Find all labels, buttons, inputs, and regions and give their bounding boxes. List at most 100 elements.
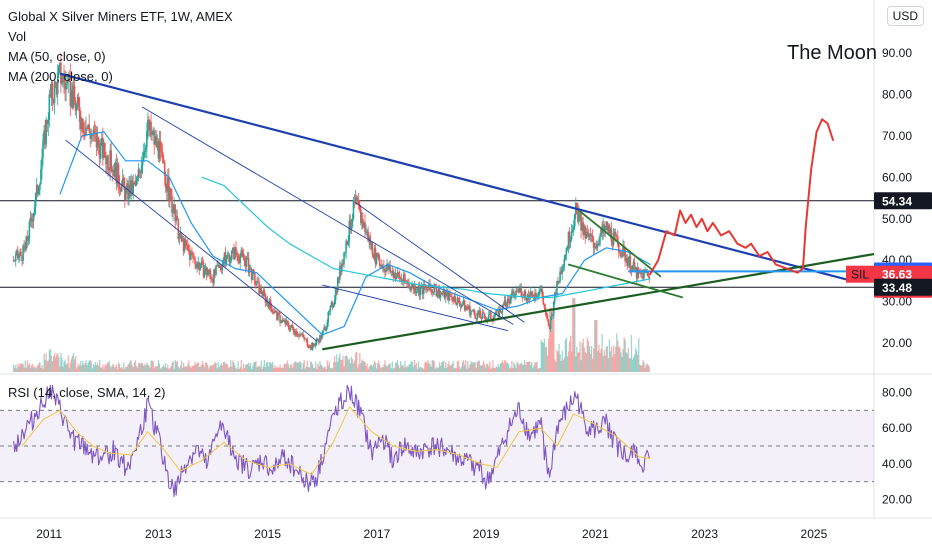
- volume-bar: [425, 361, 427, 372]
- volume-bar: [454, 367, 456, 372]
- volume-bar: [188, 360, 190, 372]
- projection-drawing: [649, 118, 834, 276]
- volume-bar: [106, 363, 108, 372]
- volume-bar: [364, 361, 366, 372]
- volume-bar: [40, 367, 42, 372]
- volume-bar: [210, 364, 212, 372]
- volume-bar: [636, 350, 638, 372]
- candle-body: [626, 258, 629, 266]
- volume-bar: [513, 362, 515, 372]
- indicator-vol[interactable]: Vol: [8, 29, 27, 44]
- candle-body: [624, 249, 626, 261]
- volume-bar: [526, 362, 529, 372]
- volume-bar: [440, 362, 443, 372]
- volume-bar: [84, 362, 86, 372]
- indicator-ma50[interactable]: MA (50, close, 0): [8, 49, 106, 64]
- volume-bar: [301, 368, 303, 372]
- candle-body: [455, 303, 458, 305]
- volume-bar: [499, 363, 501, 372]
- candle-body: [329, 305, 332, 312]
- volume-bar: [41, 364, 43, 372]
- volume-bar: [257, 366, 259, 372]
- candle-body: [30, 217, 33, 221]
- volume-bar: [524, 364, 527, 372]
- candle-body: [41, 157, 43, 170]
- volume-bar: [163, 364, 165, 372]
- volume-bar: [34, 365, 36, 372]
- volume-bar: [542, 342, 545, 372]
- volume-bar: [491, 367, 493, 372]
- candle-body: [216, 264, 218, 266]
- time-axis-tick-label: 2013: [145, 527, 172, 541]
- volume-bar: [640, 365, 642, 372]
- volume-bar: [423, 368, 425, 372]
- volume-bar: [120, 368, 122, 372]
- candle-body: [427, 289, 429, 291]
- volume-bar: [260, 360, 262, 372]
- volume-bar: [551, 308, 553, 372]
- candle-body: [410, 286, 412, 291]
- volume-bar: [156, 365, 159, 372]
- volume-bar: [515, 367, 517, 372]
- volume-bar: [466, 368, 468, 372]
- candle-body: [399, 278, 402, 279]
- volume-bar: [217, 361, 219, 372]
- volume-bar: [433, 361, 435, 372]
- volume-bar: [25, 367, 27, 372]
- volume-bar: [624, 339, 626, 372]
- candle-body: [587, 233, 590, 237]
- indicator-ma200[interactable]: MA (200, close, 0): [8, 69, 113, 84]
- volume-bar: [275, 367, 277, 372]
- candle-body: [227, 254, 230, 256]
- volume-bar: [534, 362, 536, 372]
- volume-bar: [351, 358, 354, 372]
- candle-body: [40, 169, 42, 185]
- volume-bar: [102, 364, 104, 372]
- candle-body: [104, 142, 106, 157]
- time-axis-tick-label: 2015: [254, 527, 281, 541]
- volume-bar: [23, 367, 25, 372]
- candle-body: [589, 234, 592, 237]
- candle-body: [480, 316, 483, 319]
- candle-body: [78, 107, 81, 122]
- volume-bar: [392, 368, 395, 372]
- volume-bar: [424, 362, 426, 372]
- candle-body: [576, 203, 578, 209]
- volume-bar: [244, 364, 247, 372]
- candle-body: [468, 305, 470, 310]
- volume-bar: [194, 361, 196, 372]
- candle-body: [242, 253, 245, 259]
- candle-body: [213, 269, 215, 284]
- volume-bar: [223, 361, 226, 372]
- candle-body: [222, 261, 225, 266]
- volume-bar: [583, 347, 585, 372]
- candle-body: [191, 252, 193, 255]
- candle-body: [352, 200, 355, 219]
- volume-bar: [446, 367, 448, 372]
- candle-body: [379, 265, 382, 266]
- candle-body: [644, 269, 646, 271]
- candle-body: [135, 180, 138, 186]
- volume-bar: [572, 298, 574, 372]
- candle-body: [157, 141, 160, 159]
- volume-bar: [381, 366, 383, 372]
- candle-body: [217, 264, 219, 267]
- currency-button[interactable]: USD: [886, 6, 924, 26]
- volume-bar: [103, 368, 105, 372]
- volume-bar: [387, 364, 389, 372]
- candle-body: [70, 90, 73, 106]
- candle-body: [102, 138, 104, 158]
- candle-body: [414, 285, 417, 293]
- candle-body: [479, 310, 482, 317]
- candle-body: [12, 260, 15, 262]
- volume-bar: [374, 362, 377, 372]
- volume-bar: [167, 364, 169, 372]
- candle-body: [540, 288, 543, 290]
- volume-bar: [600, 349, 602, 372]
- price-tag-label: 54.34: [882, 194, 912, 208]
- candle-body: [565, 247, 568, 255]
- volume-bar: [86, 365, 88, 372]
- volume-bar: [523, 360, 526, 372]
- rsi-legend[interactable]: RSI (14, close, SMA, 14, 2): [8, 385, 166, 400]
